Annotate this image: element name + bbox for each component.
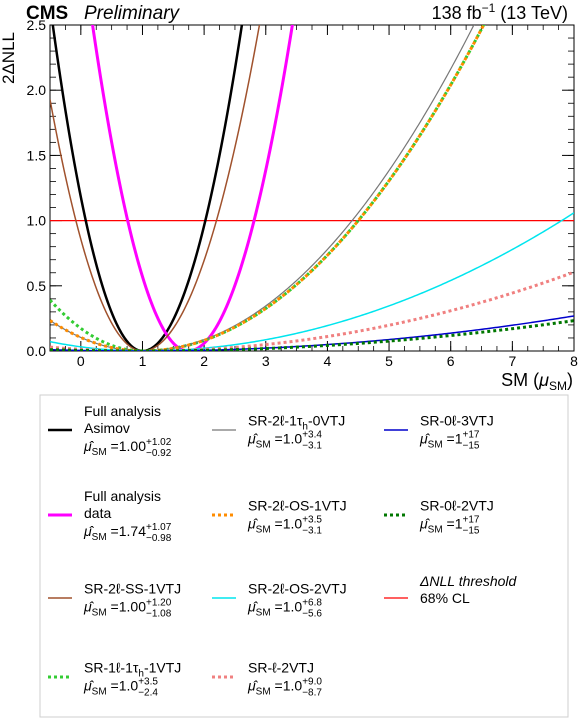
legend-entry-mu: μ̂SM =1+17 [419, 515, 480, 536]
lumi-label: 138 fb−1 (13 TeV) [432, 1, 568, 23]
y-axis-label: 2ΔNLL [0, 32, 18, 84]
legend-entry-label: SR-0ℓ-3VTJ [420, 413, 494, 429]
legend-entry-mu: μ̂SM =1.0+3.4 [247, 430, 322, 451]
legend-entry-mu-down: −3.1 [302, 526, 322, 537]
legend-entry-label: Asimov [84, 420, 130, 436]
legend-entry-mu: μ̂SM =1.00+1.02 [83, 437, 172, 458]
y-tick-label: 0.5 [27, 278, 47, 294]
legend-entry-mu: μ̂SM =1.0+3.5 [83, 677, 158, 698]
curve-0l3vtj [50, 315, 574, 351]
legend-entry-mu: μ̂SM =1.0+3.5 [247, 515, 322, 536]
legend-entry-label: SR-ℓ-2VTJ [248, 660, 314, 676]
curve-l2vtj [50, 270, 574, 351]
preliminary-label: Preliminary [84, 3, 181, 24]
legend-entry-label: Full analysis [84, 488, 161, 504]
threshold-legend-label: ΔNLL threshold [419, 573, 518, 589]
legend-entry-label: SR-2ℓ-SS-1VTJ [84, 581, 181, 597]
legend-entry-mu-down: −2.4 [138, 688, 158, 699]
legend-entry-mu: μ̂SM =1.0+6.8 [247, 598, 322, 619]
threshold-legend-cl: 68% CL [420, 590, 470, 606]
x-axis-label: SM (μSM) [501, 370, 573, 393]
y-tick-label: 2.0 [27, 82, 47, 98]
cms-label: CMS [26, 3, 68, 24]
curve-data [91, 25, 294, 351]
legend-entry-mu-down: −8.7 [302, 688, 322, 699]
x-tick-label: 2 [200, 353, 208, 369]
legend-entry-mu: μ̂SM =1+17 [419, 430, 480, 451]
x-tick-label: 4 [324, 353, 332, 369]
legend-entry-mu: μ̂SM =1.00+1.20 [83, 598, 172, 619]
energy-label: (13 TeV) [495, 3, 568, 23]
legend-entry-label: SR-2ℓ-OS-2VTJ [248, 581, 347, 597]
y-tick-label: 2.5 [27, 17, 47, 33]
legend-entry-mu-down: −15 [463, 526, 480, 537]
legend-entry-mu-down: −5.6 [302, 609, 322, 620]
legend-entry-mu-down: −1.08 [146, 609, 172, 620]
lumi-value: 138 fb [432, 3, 482, 23]
x-tick-label: 8 [570, 353, 578, 369]
legend-entry-label: SR-0ℓ-2VTJ [420, 498, 494, 514]
legend-entry-mu-down: −0.92 [146, 448, 172, 459]
x-tick-label: 3 [262, 353, 270, 369]
legend-entry-label: SR-1ℓ-1τh-1VTJ [84, 660, 181, 680]
legend-entry-label: SR-2ℓ-1τh-0VTJ [248, 413, 345, 433]
plot-frame [49, 24, 575, 352]
x-tick-label: 0 [77, 353, 85, 369]
y-tick-label: 1.5 [27, 147, 47, 163]
legend-entry-mu-down: −3.1 [302, 441, 322, 452]
legend-entry-mu: μ̂SM =1.0+9.0 [247, 677, 322, 698]
plot-area: 0 1 2 3 4 5 6 7 8 0.0 0.5 1.0 1.5 2.0 2.5 [27, 17, 579, 369]
legend-entry-mu-down: −15 [463, 441, 480, 452]
lumi-exponent: −1 [482, 1, 496, 15]
legend-entry-label: Full analysis [84, 403, 161, 419]
x-tick-label: 5 [385, 353, 393, 369]
legend-box [39, 394, 569, 718]
x-tick-label: 7 [508, 353, 516, 369]
x-tick-label: 6 [447, 353, 455, 369]
legend-entry-label: SR-2ℓ-OS-1VTJ [248, 498, 347, 514]
x-tick-label: 1 [139, 353, 147, 369]
y-tick-label: 1.0 [27, 213, 47, 229]
y-tick-label: 0.0 [27, 343, 47, 359]
legend-entry-mu-down: −0.98 [146, 533, 172, 544]
legend-entry-mu: μ̂SM =1.74+1.07 [83, 522, 172, 543]
legend-entry-label: data [84, 505, 111, 521]
curves [50, 25, 574, 351]
